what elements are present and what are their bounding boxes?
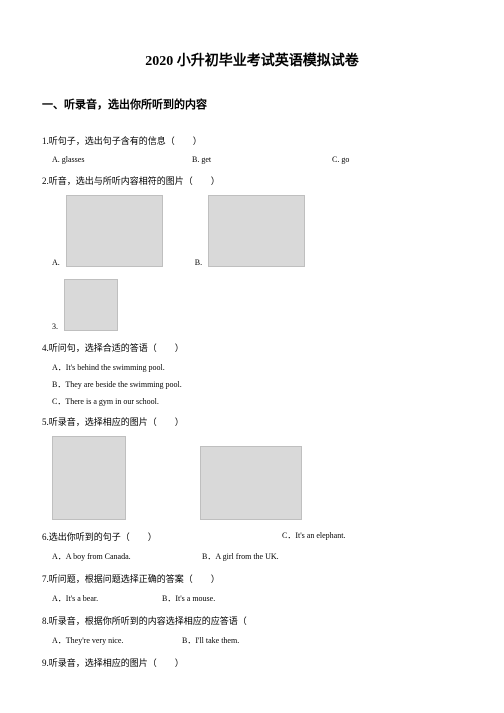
q4-stem: 4.听问句，选择合适的答语（ ） <box>42 341 462 354</box>
q8-options: A．They're very nice. B．I'll take them. <box>52 635 462 646</box>
q1-opt-a: A. glasses <box>52 155 192 164</box>
q1-options: A. glasses B. get C. go <box>52 155 462 164</box>
q2-stem: 2.听音，选出与所听内容相符的图片（ ） <box>42 174 462 187</box>
q8-opt-a: A．They're very nice. <box>52 635 182 646</box>
q8-opt-b: B．I'll take them. <box>182 635 239 646</box>
page-title: 2020 小升初毕业考试英语模拟试卷 <box>42 50 462 70</box>
q6-opt-a: A．A boy from Canada. <box>52 551 202 562</box>
q6-opt-b: B．A girl from the UK. <box>202 551 279 562</box>
q4-opt-a: A．It's behind the swimming pool. <box>52 362 462 373</box>
q4-opt-c: C．There is a gym in our school. <box>52 396 462 407</box>
q7-opt-b: B．It's a mouse. <box>162 593 215 604</box>
q7-opt-a: A．It's a bear. <box>52 593 162 604</box>
q2-label-b: B. <box>195 258 202 267</box>
q2-label-a: A. <box>52 258 60 267</box>
q2-images: A. B. <box>52 195 462 267</box>
q4-opt-b: B．They are beside the swimming pool. <box>52 379 462 390</box>
q2-image-b <box>208 195 305 267</box>
section-heading-1: 一、听录音，选出你所听到的内容 <box>42 96 462 112</box>
q1-stem: 1.听句子，选出句子含有的信息（ ） <box>42 134 462 147</box>
q2-image-a <box>66 195 163 267</box>
q9-stem: 9.听录音，选择相应的图片（ ） <box>42 656 462 669</box>
q5-images <box>52 436 462 520</box>
q7-options: A．It's a bear. B．It's a mouse. <box>52 593 462 604</box>
q5-image-b <box>200 446 302 520</box>
q5-stem: 5.听录音，选择相应的图片（ ） <box>42 415 462 428</box>
q6-stem: 6.选出你听到的句子（ ） <box>42 530 462 543</box>
q6-opt-c: C．It's an elephant. <box>282 530 345 541</box>
q3-label: 3. <box>52 322 58 331</box>
q1-opt-b: B. get <box>192 155 332 164</box>
q6-options: A．A boy from Canada. B．A girl from the U… <box>52 551 462 562</box>
q3-image <box>64 279 118 331</box>
q1-opt-c: C. go <box>332 155 349 164</box>
q5-image-a <box>52 436 126 520</box>
q7-stem: 7.听问题，根据问题选择正确的答案（ ） <box>42 572 462 585</box>
q8-stem: 8.听录音，根据你所听到的内容选择相应的应答语（ <box>42 614 462 627</box>
q3-row: 3. <box>52 279 462 331</box>
